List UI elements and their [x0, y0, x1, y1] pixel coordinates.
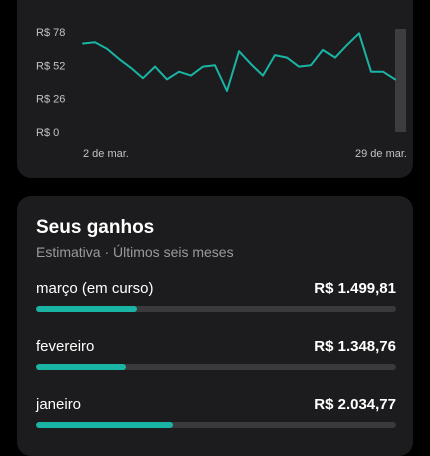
x-tick-label: 2 de mar. — [83, 148, 129, 160]
month-label: março (em curso) — [36, 280, 154, 297]
earnings-title: Seus ganhos — [36, 217, 155, 238]
earnings-row-march[interactable]: março (em curso) R$ 1.499,81 — [36, 280, 396, 320]
earnings-card: Seus ganhos Estimativa · Últimos seis me… — [17, 196, 413, 456]
y-tick-label: R$ 78 — [36, 27, 65, 39]
progress-fill — [36, 422, 173, 428]
y-tick-label: R$ 0 — [36, 127, 59, 139]
month-value: R$ 1.499,81 — [314, 280, 396, 297]
selected-day-highlight — [395, 29, 407, 132]
daily-earnings-chart[interactable]: R$ 78 R$ 52 R$ 26 R$ 0 2 de mar. 29 de mar. — [17, 0, 413, 178]
progress-track — [36, 364, 396, 370]
x-tick-label: 29 de mar. — [355, 148, 407, 160]
earnings-line — [82, 32, 396, 92]
progress-fill — [36, 364, 126, 370]
month-value: R$ 2.034,77 — [314, 396, 396, 413]
progress-fill — [36, 306, 137, 312]
month-label: fevereiro — [36, 338, 95, 355]
y-tick-label: R$ 26 — [36, 94, 65, 106]
earnings-row-january[interactable]: janeiro R$ 2.034,77 — [36, 396, 396, 436]
progress-track — [36, 306, 396, 312]
month-label: janeiro — [36, 396, 82, 413]
month-value: R$ 1.348,76 — [314, 338, 396, 355]
earnings-row-february[interactable]: fevereiro R$ 1.348,76 — [36, 338, 396, 378]
y-tick-label: R$ 52 — [36, 60, 65, 72]
progress-track — [36, 422, 396, 428]
daily-earnings-chart-card: R$ 78 R$ 52 R$ 26 R$ 0 2 de mar. 29 de mar. — [17, 0, 413, 178]
earnings-subtitle: Estimativa · Últimos seis meses — [36, 244, 234, 260]
